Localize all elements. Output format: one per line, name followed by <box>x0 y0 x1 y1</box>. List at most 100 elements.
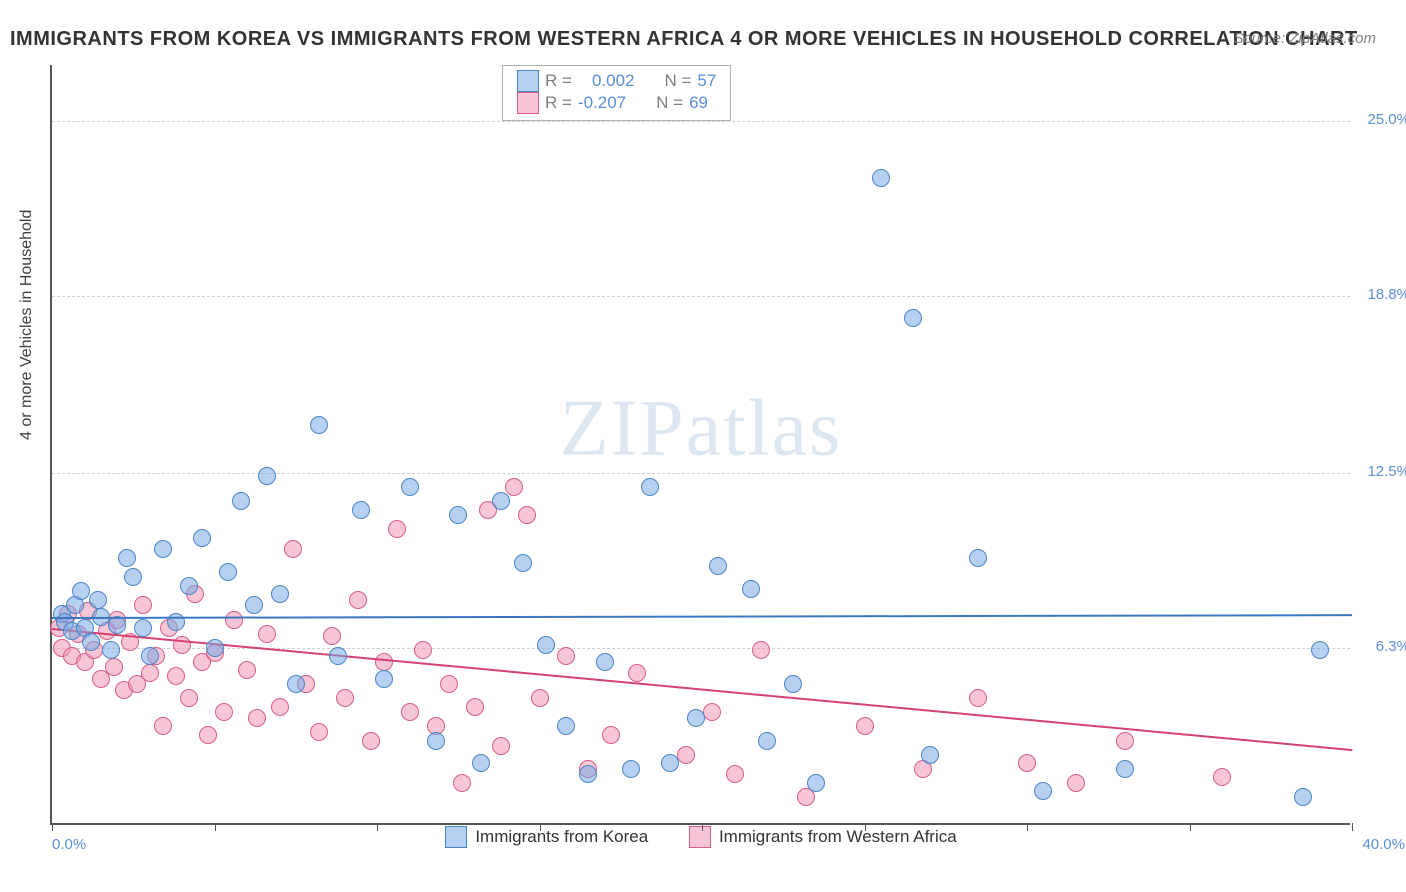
scatter-point <box>596 653 614 671</box>
x-tick <box>1352 823 1353 831</box>
scatter-point <box>427 732 445 750</box>
scatter-point <box>1018 754 1036 772</box>
scatter-point <box>271 585 289 603</box>
scatter-point <box>531 689 549 707</box>
scatter-point <box>310 723 328 741</box>
scatter-point <box>784 675 802 693</box>
scatter-point <box>215 703 233 721</box>
trendline <box>52 628 1352 751</box>
y-tick-label: 25.0% <box>1367 111 1406 128</box>
scatter-point <box>1034 782 1052 800</box>
scatter-point <box>492 737 510 755</box>
scatter-point <box>329 647 347 665</box>
legend-n-label: N = <box>656 93 683 113</box>
legend-item-series2: Immigrants from Western Africa <box>689 826 957 848</box>
scatter-point <box>362 732 380 750</box>
x-tick <box>377 823 378 831</box>
scatter-point <box>124 568 142 586</box>
x-tick <box>52 823 53 831</box>
scatter-point <box>703 703 721 721</box>
scatter-point <box>449 506 467 524</box>
scatter-point <box>872 169 890 187</box>
scatter-point <box>134 619 152 637</box>
scatter-point <box>388 520 406 538</box>
scatter-point <box>807 774 825 792</box>
scatter-point <box>401 478 419 496</box>
scatter-point <box>180 689 198 707</box>
scatter-point <box>352 501 370 519</box>
scatter-point <box>758 732 776 750</box>
scatter-point <box>219 563 237 581</box>
scatter-point <box>1213 768 1231 786</box>
y-tick-label: 12.5% <box>1367 463 1406 480</box>
x-tick <box>1190 823 1191 831</box>
scatter-point <box>154 540 172 558</box>
legend-r-value: 0.002 <box>592 71 635 91</box>
scatter-point <box>752 641 770 659</box>
scatter-point <box>1116 732 1134 750</box>
scatter-point <box>401 703 419 721</box>
scatter-point <box>287 675 305 693</box>
scatter-point <box>141 647 159 665</box>
scatter-point <box>602 726 620 744</box>
legend-swatch-icon <box>689 826 711 848</box>
x-tick <box>865 823 866 831</box>
legend-r-label: R = <box>545 71 572 91</box>
correlation-legend: R = 0.002 N = 57 R = -0.207 N = 69 <box>502 65 731 121</box>
scatter-point <box>134 596 152 614</box>
scatter-point <box>323 627 341 645</box>
legend-series2-label: Immigrants from Western Africa <box>719 827 957 847</box>
scatter-point <box>349 591 367 609</box>
legend-n-value: 69 <box>689 93 708 113</box>
scatter-point <box>118 549 136 567</box>
gridline <box>52 296 1350 297</box>
scatter-point <box>89 591 107 609</box>
legend-n-value: 57 <box>697 71 716 91</box>
x-tick <box>215 823 216 831</box>
x-min-label: 0.0% <box>52 836 86 853</box>
scatter-point <box>284 540 302 558</box>
scatter-point <box>154 717 172 735</box>
chart-title: IMMIGRANTS FROM KOREA VS IMMIGRANTS FROM… <box>10 28 1358 51</box>
scatter-point <box>677 746 695 764</box>
scatter-point <box>742 580 760 598</box>
scatter-point <box>726 765 744 783</box>
scatter-point <box>628 664 646 682</box>
scatter-point <box>557 647 575 665</box>
y-axis-title: 4 or more Vehicles in Household <box>18 210 36 440</box>
scatter-point <box>72 582 90 600</box>
y-tick-label: 18.8% <box>1367 286 1406 303</box>
scatter-point <box>641 478 659 496</box>
scatter-point <box>557 717 575 735</box>
scatter-point <box>206 639 224 657</box>
scatter-point <box>969 549 987 567</box>
scatter-point <box>466 698 484 716</box>
scatter-point <box>904 309 922 327</box>
legend-n-label: N = <box>664 71 691 91</box>
scatter-point <box>105 658 123 676</box>
trendline <box>52 614 1352 619</box>
scatter-point <box>1116 760 1134 778</box>
scatter-point <box>232 492 250 510</box>
scatter-point <box>514 554 532 572</box>
scatter-point <box>661 754 679 772</box>
scatter-point <box>167 667 185 685</box>
legend-item-series1: Immigrants from Korea <box>445 826 648 848</box>
scatter-point <box>248 709 266 727</box>
scatter-point <box>375 670 393 688</box>
gridline <box>52 121 1350 122</box>
scatter-point <box>271 698 289 716</box>
legend-swatch-icon <box>445 826 467 848</box>
legend-row-series1: R = 0.002 N = 57 <box>517 70 716 92</box>
scatter-point <box>180 577 198 595</box>
source-attribution: Source: ZipAtlas.com <box>1233 30 1376 47</box>
plot-area: ZIPatlas R = 0.002 N = 57 R = -0.207 N =… <box>50 65 1350 825</box>
scatter-point <box>336 689 354 707</box>
scatter-point <box>856 717 874 735</box>
scatter-point <box>492 492 510 510</box>
scatter-point <box>709 557 727 575</box>
x-tick <box>1027 823 1028 831</box>
x-tick <box>702 823 703 831</box>
scatter-point <box>102 641 120 659</box>
gridline <box>52 473 1350 474</box>
